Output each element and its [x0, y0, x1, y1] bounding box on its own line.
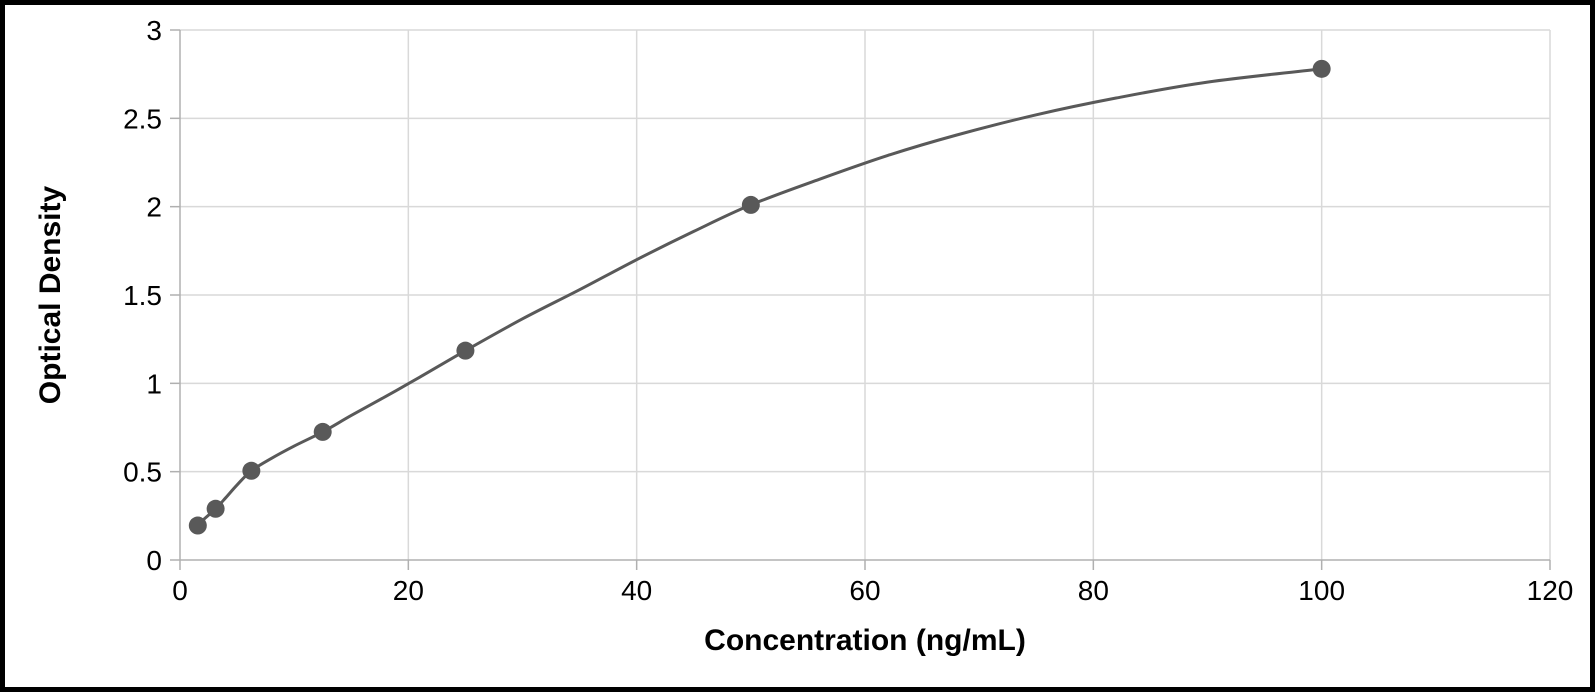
ytick-label: 1.5 [123, 280, 162, 311]
ytick-label: 1 [146, 368, 162, 399]
data-marker [242, 462, 260, 480]
chart-frame: 0 20 40 60 80 100 120 0 0.5 1 1.5 2 2.5 3 Concentratio… [0, 0, 1595, 692]
ytick-label: 2 [146, 192, 162, 223]
ytick-label: 0 [146, 545, 162, 576]
data-marker [456, 342, 474, 360]
data-marker [189, 517, 207, 535]
xtick-label: 120 [1527, 575, 1574, 606]
chart-svg: 0 20 40 60 80 100 120 0 0.5 1 1.5 2 2.5 3 Concentratio… [5, 5, 1590, 687]
xtick-label: 0 [172, 575, 188, 606]
ytick-label: 3 [146, 15, 162, 46]
xtick-label: 80 [1078, 575, 1109, 606]
xtick-label: 100 [1298, 575, 1345, 606]
ytick-label: 0.5 [123, 457, 162, 488]
data-marker [207, 500, 225, 518]
xtick-label: 60 [849, 575, 880, 606]
data-marker [742, 196, 760, 214]
y-axis-label: Optical Density [34, 185, 67, 404]
xtick-label: 20 [393, 575, 424, 606]
ytick-label: 2.5 [123, 103, 162, 134]
x-axis-label: Concentration (ng/mL) [704, 624, 1026, 657]
data-marker [1313, 60, 1331, 78]
xtick-label: 40 [621, 575, 652, 606]
data-marker [314, 423, 332, 441]
